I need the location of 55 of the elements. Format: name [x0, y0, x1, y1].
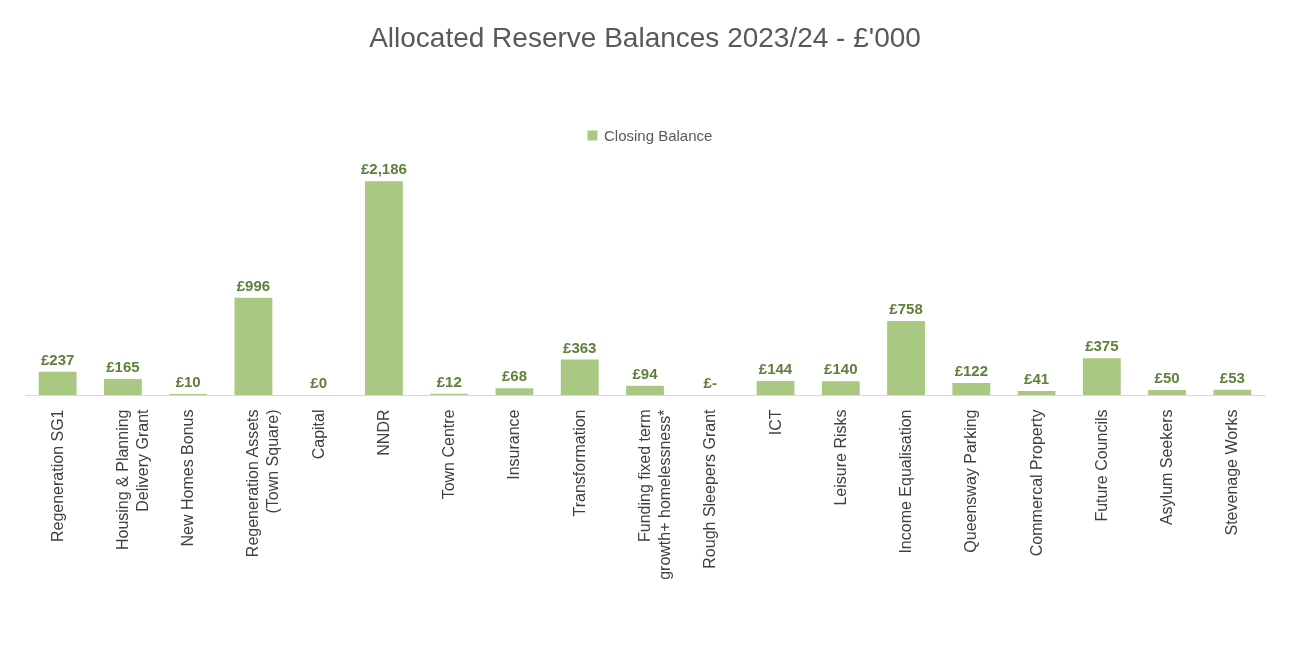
data-label: £758	[889, 299, 923, 317]
bar	[38, 371, 77, 395]
data-label: £0	[310, 374, 328, 391]
x-tick-label: Capital	[309, 409, 327, 460]
bar	[234, 297, 273, 395]
data-label: £10	[175, 373, 201, 391]
bar	[1082, 358, 1121, 395]
x-tick-label: Stevenage Works	[1223, 409, 1241, 536]
bar	[495, 388, 534, 395]
bar	[626, 385, 664, 395]
data-label: £53	[1219, 368, 1245, 386]
x-tick-label: Asylum Seekers	[1158, 409, 1176, 526]
bar	[1213, 389, 1252, 395]
x-tick-label: Transformation	[570, 409, 588, 517]
x-tick-label: Insurance	[505, 409, 523, 480]
x-tick-label: ICT	[766, 409, 784, 436]
x-tick-label: Income Equalisation	[897, 409, 915, 554]
x-tick-label: Funding fixed term growth+ homelessness*	[636, 409, 673, 580]
x-tick-label: Regeneration SG1	[48, 409, 66, 543]
bar	[560, 359, 599, 395]
x-tick-label: Rough Sleepers Grant	[701, 408, 719, 569]
bar	[103, 378, 142, 395]
bar	[365, 181, 403, 395]
data-label: £122	[954, 362, 988, 380]
x-tick-label: Regeneration Assets (Town Square)	[244, 409, 282, 558]
data-label: £41	[1024, 369, 1050, 387]
data-label: £50	[1154, 369, 1180, 387]
bar	[821, 381, 860, 395]
bar	[887, 320, 925, 395]
data-label: £237	[40, 350, 75, 368]
x-tick-label: Housing & Planning Delivery Grant	[113, 408, 151, 551]
bar	[952, 383, 991, 395]
x-tick-label: New Homes Bonus	[179, 409, 197, 547]
chart-title: Allocated Reserve Balances 2023/24 - £'000	[369, 22, 921, 53]
data-label: £363	[563, 338, 597, 356]
data-label: £165	[106, 357, 140, 375]
data-label: £144	[758, 359, 793, 377]
x-tick-label: Leisure Risks	[831, 409, 849, 506]
data-label: £140	[824, 360, 858, 378]
data-label: £2,186	[361, 160, 407, 178]
data-label: £-	[703, 374, 717, 391]
data-label: £12	[436, 372, 462, 390]
x-tick-label: Town Centre	[440, 409, 458, 500]
legend-label: Closing Balance	[604, 126, 713, 144]
bar	[1017, 390, 1056, 395]
bar	[756, 380, 795, 395]
x-tick-label: NNDR	[374, 409, 392, 456]
bar	[1148, 390, 1187, 395]
data-label: £375	[1085, 337, 1119, 355]
data-label: £68	[501, 367, 527, 385]
data-label: £94	[632, 364, 659, 382]
x-tick-label: Queensway Parking	[962, 409, 980, 553]
x-tick-label: Future Councils	[1092, 409, 1110, 522]
data-label: £996	[236, 276, 271, 294]
x-tick-label: Commercal Property	[1027, 409, 1045, 557]
